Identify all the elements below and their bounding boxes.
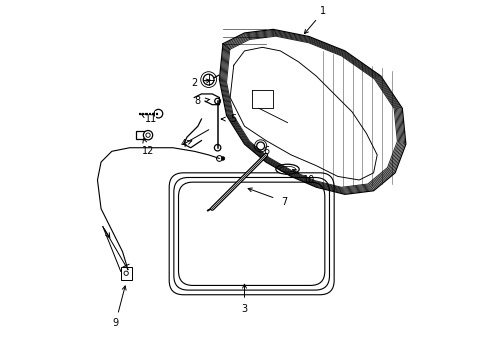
Text: 7: 7 bbox=[280, 197, 286, 207]
Circle shape bbox=[154, 109, 163, 118]
Text: 1: 1 bbox=[320, 6, 326, 17]
Circle shape bbox=[214, 98, 220, 104]
Circle shape bbox=[143, 131, 152, 140]
Text: 12: 12 bbox=[141, 146, 154, 156]
Bar bbox=[121, 267, 131, 280]
Circle shape bbox=[221, 157, 224, 160]
Bar bbox=[136, 131, 144, 139]
Text: 3: 3 bbox=[241, 304, 247, 314]
Circle shape bbox=[203, 74, 214, 85]
Text: 8: 8 bbox=[194, 96, 201, 106]
Text: 6: 6 bbox=[263, 146, 268, 156]
Text: 11: 11 bbox=[145, 114, 157, 124]
Text: 5: 5 bbox=[230, 114, 236, 124]
Text: 2: 2 bbox=[191, 78, 197, 88]
Text: 9: 9 bbox=[112, 319, 118, 328]
Text: 10: 10 bbox=[302, 175, 315, 185]
Text: 4: 4 bbox=[180, 139, 186, 149]
Ellipse shape bbox=[275, 164, 299, 174]
